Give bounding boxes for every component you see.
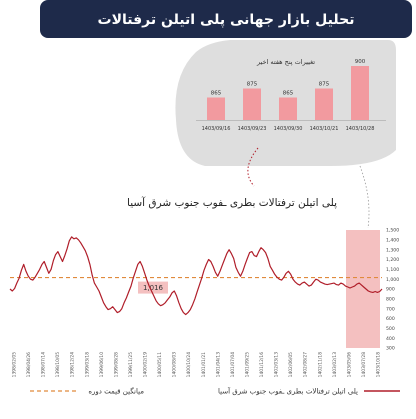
- inset-bar-value: 900: [355, 59, 366, 65]
- y-tick-label: 800: [386, 296, 395, 302]
- inset-category-label: 1403/09/16: [202, 126, 231, 132]
- x-tick-label: 1401/01/21: [201, 352, 207, 378]
- y-tick-label: 700: [386, 306, 395, 312]
- x-tick-label: 1401/09/25: [244, 352, 250, 378]
- price-series-line: [9, 236, 383, 316]
- inset-title: تغییرات پنج هفته اخیر: [256, 58, 315, 66]
- y-tick-label: 400: [386, 336, 395, 342]
- y-axis-ticks: 300 400 500 600 700 800 900 1,000 1,100 1,200 1,30…: [386, 228, 399, 352]
- x-tick-label: 1398/02/05: [12, 352, 18, 378]
- x-tick-label: 1398/10/05: [55, 352, 61, 378]
- x-tick-label: 1402/11/18: [317, 352, 323, 378]
- legend-series-label: پلی اتیلن ترفتالات بطری ـفوب جنوب شرق آس…: [218, 387, 358, 396]
- x-tick-label: 1398/12/24: [70, 352, 76, 378]
- y-tick-label: 900: [386, 287, 395, 293]
- y-tick-label: 1,000: [386, 277, 399, 283]
- inset-category-label: 1403/10/21: [310, 126, 339, 132]
- legend-average-label: میانگین قیمت دوره: [88, 387, 144, 396]
- x-tick-label: 1400/10/24: [186, 352, 192, 378]
- x-tick-label: 1403/02/13: [332, 352, 338, 378]
- x-tick-label: 1399/03/18: [84, 352, 90, 378]
- y-tick-label: 600: [386, 316, 395, 322]
- y-tick-label: 1,500: [386, 228, 399, 234]
- inset-category-label: 1403/09/30: [274, 126, 303, 132]
- x-tick-label: 1400/08/03: [172, 352, 178, 378]
- average-label-box: [138, 281, 168, 294]
- inset-bars: 865 1403/09/16 875 1403/09/23 865 1403/09/30 8…: [202, 59, 375, 132]
- y-tick-label: 1,300: [386, 247, 399, 253]
- inset-category-label: 1403/10/28: [346, 126, 375, 132]
- inset-bar: [279, 97, 297, 120]
- inset-bar-value: 875: [319, 82, 330, 88]
- y-tick-label: 1,400: [386, 237, 399, 243]
- x-tick-label: 1401/04/13: [215, 352, 221, 378]
- inset-bar-value: 865: [211, 91, 222, 97]
- y-tick-label: 1,100: [386, 267, 399, 273]
- header-title: تحلیل بازار جهانی پلی اتیلن ترفتالات: [98, 12, 355, 28]
- inset-bar: [243, 88, 261, 120]
- x-tick-label: 1400/05/11: [157, 352, 163, 378]
- x-tick-label: 1402/03/13: [274, 352, 280, 378]
- x-tick-label: 1400/02/19: [143, 352, 149, 378]
- main-chart-title: پلی اتیلن ترفتالات بطری ـفوب جنوب شرق آس…: [127, 196, 337, 209]
- x-tick-label: 1403/10/18: [376, 352, 382, 378]
- x-tick-label: 1399/06/10: [99, 352, 105, 378]
- x-tick-label: 1402/08/27: [303, 352, 309, 378]
- x-tick-label: 1403/05/06: [346, 352, 352, 378]
- x-tick-label: 1402/06/05: [288, 352, 294, 378]
- inset-category-label: 1403/09/23: [238, 126, 267, 132]
- recent-period-highlight: [346, 230, 380, 348]
- y-tick-label: 500: [386, 326, 395, 332]
- x-tick-label: 1399/11/25: [128, 352, 134, 378]
- x-tick-label: 1399/08/28: [113, 352, 119, 378]
- x-axis-ticks: 1398/02/05 1398/04/26 1398/07/14 1398/10/05…: [12, 352, 382, 378]
- inset-connector: [247, 147, 259, 187]
- average-label: 1,016: [143, 284, 164, 292]
- x-tick-label: 1398/04/26: [26, 352, 32, 378]
- x-tick-label: 1401/12/16: [259, 352, 265, 378]
- inset-bar-value: 875: [247, 82, 258, 88]
- y-tick-label: 300: [386, 346, 395, 352]
- inset-bar: [351, 66, 369, 120]
- x-tick-label: 1403/07/28: [361, 352, 367, 378]
- inset-bar: [207, 97, 225, 120]
- x-tick-label: 1398/07/14: [41, 352, 47, 378]
- header-bar: [40, 0, 412, 38]
- x-tick-label: 1401/07/04: [230, 352, 236, 378]
- y-tick-label: 1,200: [386, 257, 399, 263]
- inset-bar: [315, 88, 333, 120]
- highlight-connector: [359, 165, 370, 229]
- inset-bar-value: 865: [283, 91, 294, 97]
